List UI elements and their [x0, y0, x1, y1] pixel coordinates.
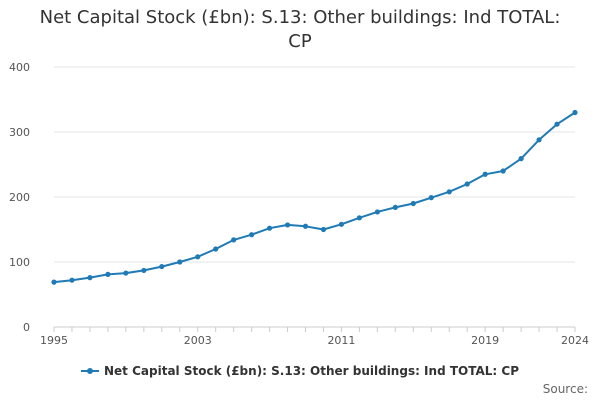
data-point: [572, 109, 578, 116]
data-point: [177, 259, 183, 265]
y-tick-label: 100: [9, 256, 30, 269]
x-tick-label: 2003: [184, 334, 212, 347]
data-point: [410, 200, 416, 207]
x-tick-label: 2024: [561, 334, 589, 347]
data-point: [69, 277, 75, 283]
data-point: [374, 209, 380, 215]
data-point: [482, 171, 488, 177]
data-point: [500, 168, 506, 174]
data-point: [141, 267, 147, 274]
data-point: [213, 246, 219, 252]
data-point: [464, 181, 470, 187]
legend-marker: [81, 366, 99, 376]
data-point: [518, 156, 524, 162]
y-tick-label: 200: [9, 191, 30, 204]
data-point: [195, 254, 201, 260]
source-label: Source:: [542, 382, 588, 396]
data-point: [320, 226, 327, 233]
data-point: [123, 270, 129, 276]
data-point: [302, 223, 309, 229]
data-point: [159, 263, 165, 270]
legend[interactable]: Net Capital Stock (£bn): S.13: Other bui…: [0, 364, 600, 378]
data-point: [87, 275, 93, 281]
data-point: [249, 232, 255, 238]
series-line: [53, 111, 576, 284]
x-tick-label: 2019: [471, 334, 499, 347]
data-point: [392, 204, 398, 210]
y-tick-label: 0: [23, 321, 30, 334]
data-point: [284, 222, 291, 228]
data-point: [266, 225, 273, 231]
data-point: [338, 221, 345, 227]
legend-label: Net Capital Stock (£bn): S.13: Other bui…: [104, 364, 519, 378]
data-point: [356, 215, 363, 221]
data-point: [105, 271, 111, 277]
x-tick-label: 1995: [40, 334, 68, 347]
data-point: [446, 189, 452, 195]
data-point: [51, 279, 57, 285]
y-tick-label: 400: [9, 61, 30, 74]
data-point: [554, 121, 560, 127]
chart-title: Net Capital Stock (£bn): S.13: Other bui…: [39, 7, 561, 52]
y-tick-label: 300: [9, 126, 30, 139]
x-tick-label: 2011: [327, 334, 355, 347]
data-point: [231, 237, 237, 243]
data-point: [536, 137, 542, 143]
data-point: [428, 195, 434, 201]
